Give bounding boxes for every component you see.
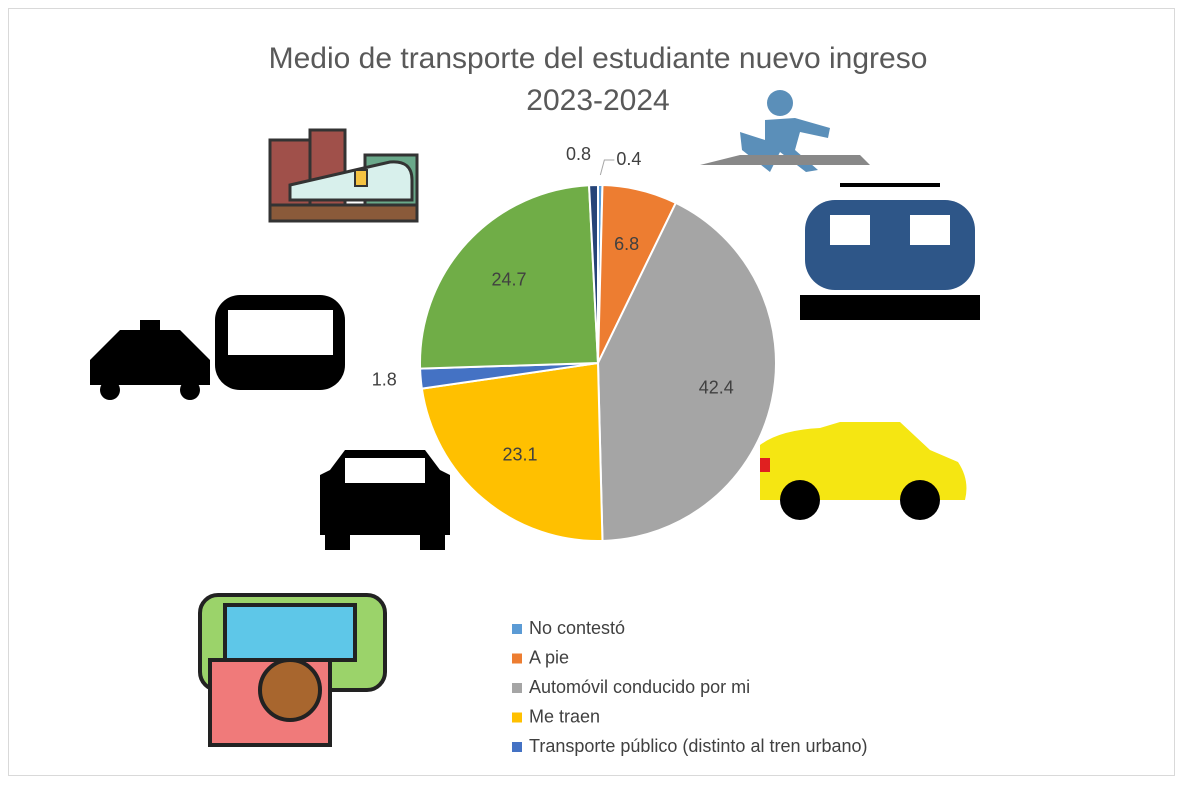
legend-label: Transporte público (distinto al tren urb… — [529, 736, 868, 756]
locomotive-icon — [800, 185, 980, 320]
legend-swatch — [512, 624, 522, 634]
data-label: 0.8 — [566, 144, 591, 164]
legend-label: A pie — [529, 647, 569, 667]
data-label: 1.8 — [372, 369, 397, 389]
legend-label: Me traen — [529, 706, 600, 726]
legend-swatch — [512, 742, 522, 752]
data-label: 23.1 — [502, 444, 537, 464]
data-label: 42.4 — [699, 377, 734, 397]
data-label: 6.8 — [614, 234, 639, 254]
legend-label: Automóvil conducido por mi — [529, 677, 750, 697]
legend-label: No contestó — [529, 618, 625, 638]
legend-swatch — [512, 683, 522, 693]
data-label: 0.4 — [616, 149, 641, 169]
car-front-icon — [320, 450, 450, 550]
legend-swatch — [512, 713, 522, 723]
legend-swatch — [512, 654, 522, 664]
chart-area: 0.4 6.8 42.4 23.1 1.8 24.7 0.8 No contestó A pie… — [0, 0, 1183, 785]
chart-title: Medio de transporte del estudiante nuevo… — [230, 38, 966, 122]
data-label: 24.7 — [491, 270, 526, 290]
